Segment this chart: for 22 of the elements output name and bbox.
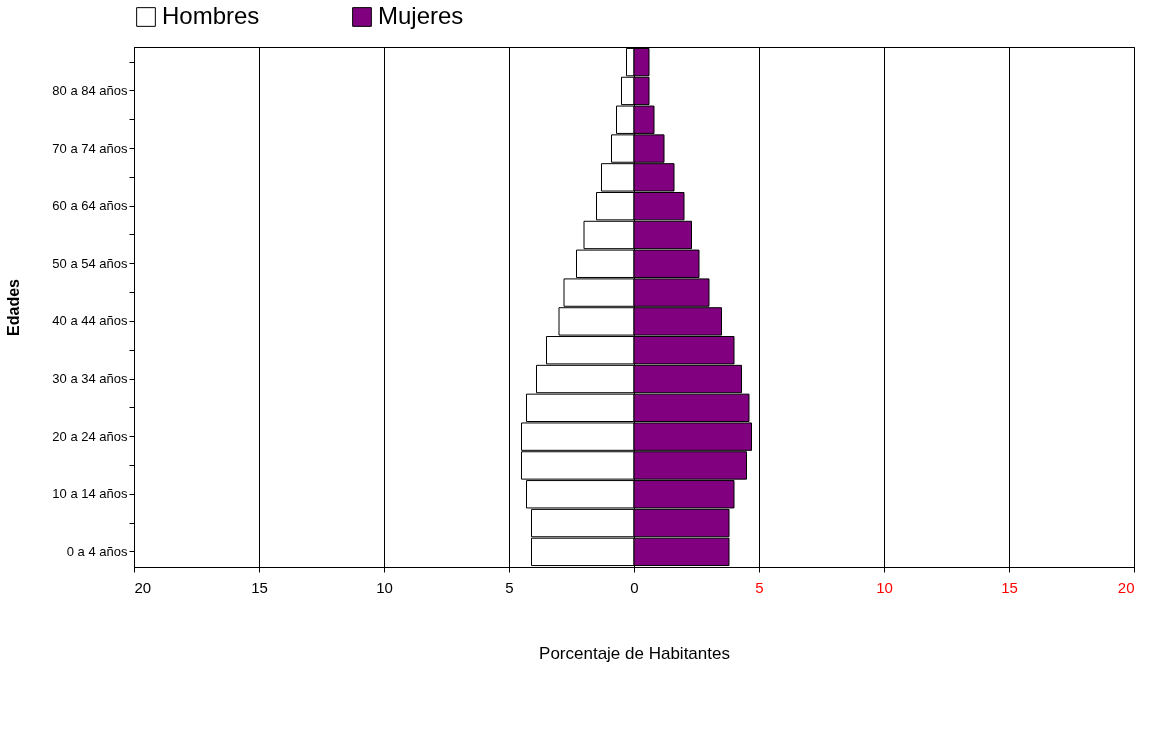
y-tick-label: 0 a 4 años <box>66 543 128 559</box>
x-tick-label: 20 <box>134 578 152 596</box>
x-tick-label: 5 <box>505 578 514 596</box>
x-tick-label: 5 <box>755 578 764 596</box>
y-tick-label: 70 a 74 años <box>52 140 128 156</box>
legend-label: Mujeres <box>378 2 464 29</box>
x-tick-label: 10 <box>376 578 393 596</box>
x-tick-label: 10 <box>876 578 893 596</box>
legend-label: Hombres <box>162 2 260 29</box>
x-tick-label: 15 <box>251 578 268 596</box>
y-axis-title: Edades <box>5 278 23 336</box>
y-tick-label: 50 a 54 años <box>52 255 128 271</box>
y-tick-label: 30 a 34 años <box>52 371 128 387</box>
y-tick-label: 20 a 24 años <box>52 428 128 444</box>
y-tick-label: 60 a 64 años <box>52 198 128 214</box>
y-tick-label: 80 a 84 años <box>52 82 128 98</box>
x-tick-label: 0 <box>630 578 639 596</box>
x-axis-title: Porcentaje de Habitantes <box>539 643 730 663</box>
y-tick-label: 10 a 14 años <box>52 486 128 502</box>
x-tick-label: 15 <box>1001 578 1018 596</box>
x-tick-label: 20 <box>1117 578 1135 596</box>
y-tick-label: 40 a 44 años <box>52 313 128 329</box>
